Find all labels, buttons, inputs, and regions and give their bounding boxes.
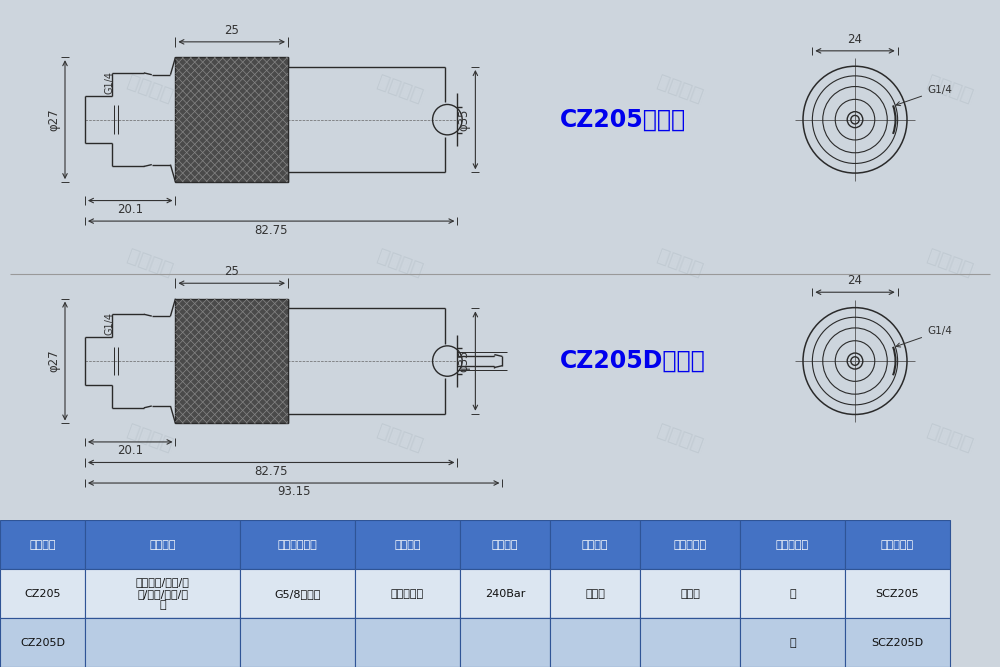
Text: 密封圈型号: 密封圈型号	[881, 540, 914, 550]
Text: 25: 25	[224, 24, 239, 37]
Text: 操作类型: 操作类型	[394, 540, 421, 550]
Text: 滑套式操作: 滑套式操作	[391, 589, 424, 598]
Text: 密封圈材质: 密封圈材质	[673, 540, 707, 550]
Text: φ35: φ35	[457, 350, 470, 372]
Bar	[640, 520, 740, 569]
Bar	[550, 569, 640, 618]
Text: 24: 24	[848, 274, 862, 287]
Text: 不锈钢: 不锈钢	[585, 589, 605, 598]
Bar	[355, 520, 460, 569]
Text: 亿控科技: 亿控科技	[655, 72, 705, 106]
Text: 亿控科技: 亿控科技	[375, 421, 425, 455]
Text: 240Bar: 240Bar	[485, 589, 525, 598]
Text: 是否带顶芯: 是否带顶芯	[776, 540, 809, 550]
Text: SCZ205D: SCZ205D	[871, 638, 924, 648]
Bar	[175, 57, 288, 182]
Text: φ27: φ27	[47, 350, 60, 372]
Text: 亿控科技: 亿控科技	[925, 421, 975, 455]
Text: CZ205: CZ205	[24, 589, 61, 598]
Text: 亿控科技: 亿控科技	[375, 247, 425, 280]
Text: 亿控科技: 亿控科技	[925, 72, 975, 106]
Text: 亿控科技: 亿控科技	[125, 247, 175, 280]
Text: CZ205D: CZ205D	[20, 638, 65, 648]
Bar	[0, 569, 85, 618]
Text: 亿控科技: 亿控科技	[375, 72, 425, 106]
Bar	[175, 299, 288, 424]
Text: φ35: φ35	[457, 109, 470, 131]
Bar	[240, 520, 355, 569]
Bar	[845, 569, 950, 618]
Bar	[85, 569, 240, 618]
Bar	[640, 618, 740, 667]
Bar	[85, 520, 240, 569]
Text: G1/4: G1/4	[896, 85, 952, 105]
Text: 密封螺纹规格: 密封螺纹规格	[278, 540, 317, 550]
Bar	[845, 618, 950, 667]
Text: 24: 24	[848, 33, 862, 46]
Text: 最大承压: 最大承压	[492, 540, 518, 550]
Bar	[550, 618, 640, 667]
Text: 是: 是	[789, 638, 796, 648]
Text: 93.15: 93.15	[277, 486, 310, 498]
Bar	[240, 569, 355, 618]
Text: G5/8外螺纹: G5/8外螺纹	[274, 589, 321, 598]
Bar	[240, 618, 355, 667]
Text: 否: 否	[789, 589, 796, 598]
Text: G1/4: G1/4	[896, 326, 952, 347]
Bar	[460, 618, 550, 667]
Bar	[550, 520, 640, 569]
Text: 20.1: 20.1	[117, 444, 143, 458]
Text: 亿控科技: 亿控科技	[125, 72, 175, 106]
Bar	[740, 520, 845, 569]
Text: CZ205尺寸图: CZ205尺寸图	[560, 107, 686, 131]
Text: 亿控科技: 亿控科技	[655, 421, 705, 455]
Text: CZ205D尺寸图: CZ205D尺寸图	[560, 349, 706, 373]
Text: G1/4: G1/4	[105, 71, 115, 94]
Bar	[740, 618, 845, 667]
Text: 82.75: 82.75	[254, 223, 288, 237]
Text: 亿控科技: 亿控科技	[655, 247, 705, 280]
Text: 亿控科技: 亿控科技	[125, 421, 175, 455]
Bar	[460, 520, 550, 569]
Text: 亿控科技: 亿控科技	[925, 247, 975, 280]
Text: SCZ205: SCZ205	[876, 589, 919, 598]
Bar	[740, 569, 845, 618]
Bar	[355, 618, 460, 667]
Bar	[355, 569, 460, 618]
Text: φ27: φ27	[47, 108, 60, 131]
Bar	[0, 618, 85, 667]
Text: 产品型号: 产品型号	[29, 540, 56, 550]
Text: 主体材料: 主体材料	[582, 540, 608, 550]
Text: 25: 25	[224, 265, 239, 278]
Text: G1/4: G1/4	[105, 312, 115, 336]
Bar	[845, 520, 950, 569]
Text: 20.1: 20.1	[117, 203, 143, 216]
Bar	[460, 569, 550, 618]
Text: 氟橡胶: 氟橡胶	[680, 589, 700, 598]
Text: 82.75: 82.75	[254, 465, 288, 478]
Bar	[640, 569, 740, 618]
Bar	[85, 618, 240, 667]
Text: 可充气体: 可充气体	[149, 540, 176, 550]
Text: 压缩空气/氧气/氮
气/氦气/氢气/氯
气: 压缩空气/氧气/氮 气/氦气/氢气/氯 气	[136, 577, 189, 610]
Bar	[0, 520, 85, 569]
